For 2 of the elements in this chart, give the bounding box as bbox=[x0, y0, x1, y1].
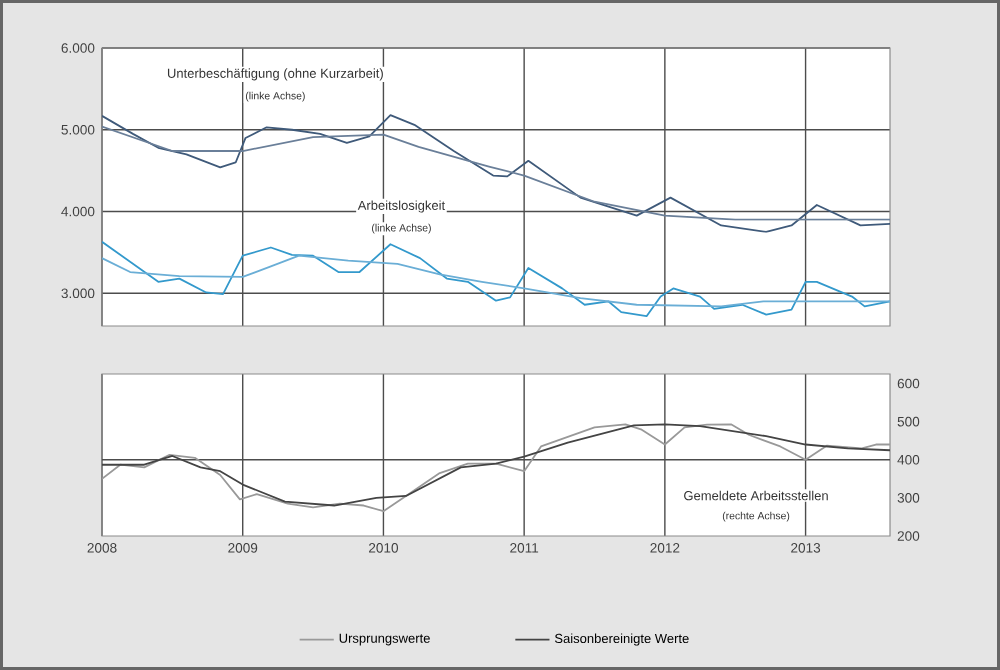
line-series bbox=[102, 114, 890, 233]
line-series bbox=[102, 240, 890, 318]
